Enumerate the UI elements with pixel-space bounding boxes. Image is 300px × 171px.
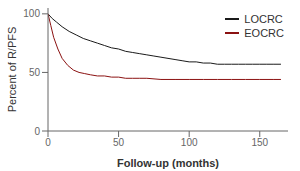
html-text:LOCRC: LOCRC bbox=[244, 13, 283, 25]
svg-text:100: 100 bbox=[181, 137, 198, 148]
svg-text:Follow-up (months): Follow-up (months) bbox=[117, 157, 219, 169]
svg-text:Percent of R/PFS: Percent of R/PFS bbox=[8, 27, 18, 113]
svg-text:50: 50 bbox=[29, 67, 41, 78]
svg-text:150: 150 bbox=[251, 137, 268, 148]
svg-text:0: 0 bbox=[34, 126, 40, 137]
svg-text:50: 50 bbox=[113, 137, 125, 148]
svg-text:100: 100 bbox=[23, 8, 40, 19]
svg-text:0: 0 bbox=[45, 137, 51, 148]
html-text:EOCRC: EOCRC bbox=[244, 27, 284, 39]
